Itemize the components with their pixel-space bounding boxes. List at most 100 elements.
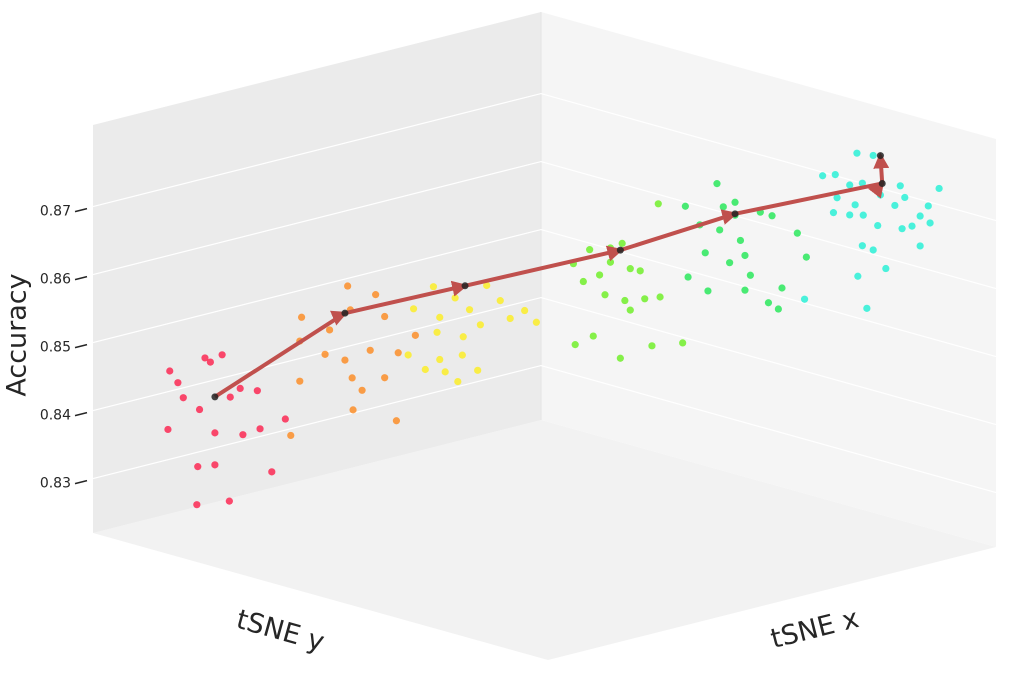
point [819,172,827,180]
point [901,193,909,202]
point [726,259,734,267]
point [174,379,182,387]
z-tick [74,207,88,213]
point [429,283,438,291]
point [898,225,906,233]
z-tick-label: 0.86 [40,272,71,288]
panes [93,12,996,660]
point [193,501,201,509]
marks [164,149,943,509]
point [392,417,401,425]
point [344,282,352,290]
point [746,271,754,279]
point [626,306,634,314]
point [341,356,349,364]
point [684,273,692,281]
point [719,203,727,211]
point [621,296,629,305]
point [926,219,934,227]
point [421,365,429,374]
point [409,305,418,313]
z-tick-label: 0.85 [40,340,71,356]
point [829,209,838,217]
point [768,212,776,220]
point [802,253,810,261]
point [874,221,882,230]
x-axis-label: tSNE x [768,603,862,655]
point [935,184,943,193]
point [586,246,594,254]
point [924,202,932,210]
trajectory-node [876,152,884,160]
point [800,295,809,303]
point [616,354,624,362]
point [411,331,419,339]
point [454,377,462,386]
point [846,211,854,219]
point [441,368,449,376]
point [194,463,202,471]
point [476,321,484,329]
point [891,201,899,210]
point [321,350,329,358]
point [595,271,604,279]
z-tick [74,275,88,281]
point [164,425,172,434]
point [436,355,444,364]
point [636,267,644,275]
point [778,284,786,292]
point [496,297,504,305]
y-axis-label: tSNE y [233,604,328,658]
point [532,318,540,326]
point [648,342,656,350]
point [372,291,380,299]
trajectory-node [878,179,886,187]
trajectory-node [616,246,624,254]
z-tick [74,479,88,485]
point [436,313,444,321]
point [381,374,389,382]
point [869,246,877,254]
point [579,277,587,286]
point [297,313,306,321]
point [713,180,721,188]
point [256,425,264,433]
z-tick-label: 0.83 [40,476,71,492]
point [433,328,441,336]
point [358,386,366,394]
point [654,200,662,208]
point [876,191,885,199]
point [236,384,244,393]
point [179,394,187,402]
point [458,351,466,359]
point [606,258,615,266]
trajectory-node [211,393,219,401]
trajectory-node [731,210,739,218]
point [325,326,334,334]
point [701,249,709,257]
point [281,415,289,423]
point [854,272,862,280]
point [211,461,219,469]
point [465,306,474,314]
point [348,374,356,382]
point [253,387,261,395]
point [268,468,276,476]
point [716,226,724,234]
point [225,497,233,505]
point [851,201,859,209]
point [571,341,579,349]
point [287,431,295,440]
point [793,229,801,237]
point [381,312,389,321]
point [679,339,687,347]
point [404,351,412,359]
point [896,182,904,190]
point [239,431,247,439]
z-tick [74,343,88,349]
floor-pane [93,420,996,660]
point [166,367,174,375]
point [195,405,204,414]
point [226,393,234,401]
